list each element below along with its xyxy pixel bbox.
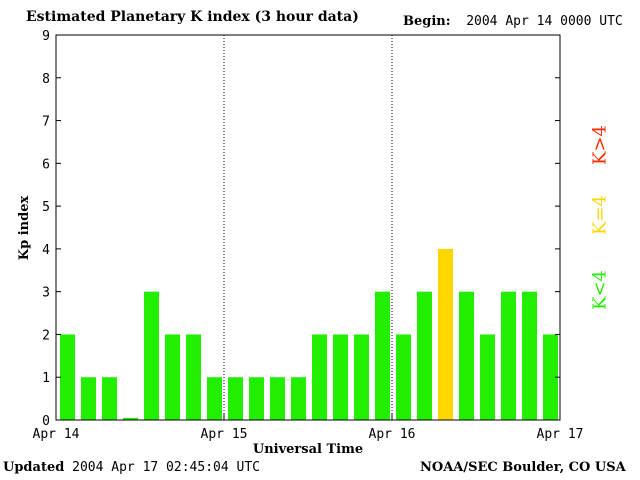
x-tick-label: Apr 17 <box>537 427 584 442</box>
credit-line: NOAA/SEC Boulder, CO USA <box>420 460 626 475</box>
kp-bar <box>333 334 348 420</box>
kp-bar <box>102 377 117 420</box>
begin-date: Begin: 2004 Apr 14 0000 UTC <box>403 14 623 29</box>
y-tick-label: 1 <box>42 371 50 386</box>
y-tick-label: 3 <box>42 286 50 301</box>
kp-bar <box>501 291 516 420</box>
updated-timestamp: Updated 2004 Apr 17 02:45:04 UTC <box>3 460 260 475</box>
y-tick-label: 7 <box>42 115 50 130</box>
kp-bar <box>396 334 411 420</box>
kp-bar <box>228 377 243 420</box>
chart-title: Estimated Planetary K index (3 hour data… <box>26 9 359 25</box>
y-tick-label: 0 <box>42 414 50 429</box>
kp-bar <box>417 291 432 420</box>
kp-bar <box>123 417 138 420</box>
x-tick-label: Apr 15 <box>201 427 248 442</box>
x-axis: Apr 14 Apr 15 Apr 16 Apr 17 <box>33 414 584 442</box>
y-tick-label: 6 <box>42 157 50 172</box>
y-tick-label: 4 <box>42 243 50 258</box>
kp-bar <box>543 334 558 420</box>
begin-value: 2004 Apr 14 0000 UTC <box>466 14 623 29</box>
kp-bar <box>354 334 369 420</box>
kp-bar <box>459 291 474 420</box>
kp-bar <box>60 334 75 420</box>
x-tick-label: Apr 16 <box>369 427 416 442</box>
legend: K>4 K=4 K<4 <box>590 125 611 310</box>
y-axis: 0 1 2 3 4 5 6 7 8 9 <box>42 29 560 429</box>
x-tick-label: Apr 14 <box>33 427 80 442</box>
updated-label: Updated <box>3 460 65 475</box>
legend-entry: K<4 <box>590 270 611 310</box>
kp-bar <box>249 377 264 420</box>
y-tick-label: 2 <box>42 328 50 343</box>
legend-entry: K=4 <box>590 195 611 235</box>
y-axis-label: Kp index <box>17 196 32 261</box>
updated-value: 2004 Apr 17 02:45:04 UTC <box>72 460 260 475</box>
y-tick-label: 5 <box>42 200 50 215</box>
kp-bar <box>480 334 495 420</box>
grid-layer <box>223 35 393 420</box>
kp-bar <box>312 334 327 420</box>
legend-entry: K>4 <box>590 125 611 165</box>
kp-bar <box>186 334 201 420</box>
begin-label: Begin: <box>403 14 451 29</box>
bars-layer <box>60 248 558 420</box>
kp-bar <box>270 377 285 420</box>
kp-bar <box>81 377 96 420</box>
kp-bar <box>207 377 222 420</box>
y-tick-label: 8 <box>42 72 50 87</box>
kp-bar <box>291 377 306 420</box>
kp-bar <box>165 334 180 420</box>
y-tick-label: 9 <box>42 29 50 44</box>
x-axis-label: Universal Time <box>253 442 363 457</box>
kp-bar <box>438 248 453 420</box>
plot-frame <box>55 34 561 421</box>
kp-bar <box>522 291 537 420</box>
kp-bar <box>375 291 390 420</box>
kp-bar <box>144 291 159 420</box>
